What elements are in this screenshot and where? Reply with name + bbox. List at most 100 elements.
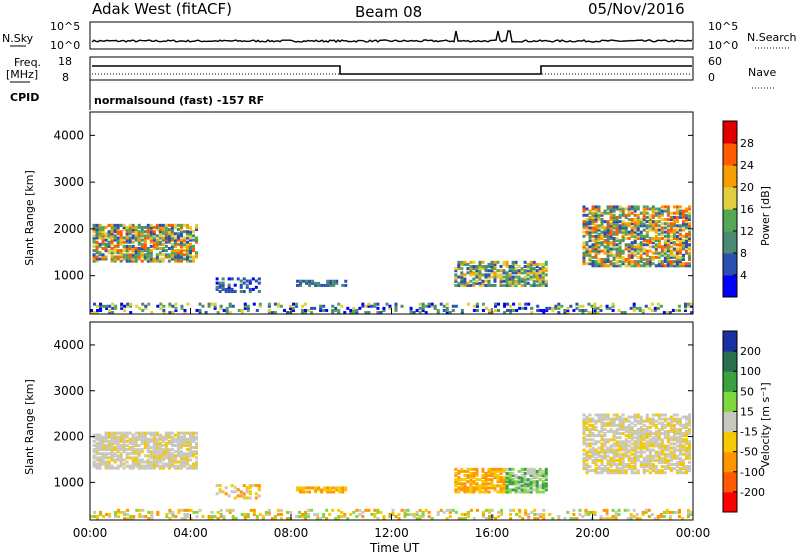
- rti-cell: [185, 251, 189, 255]
- rti-cell: [600, 413, 604, 417]
- rti-cell: [481, 265, 485, 269]
- rti-cell: [663, 257, 667, 261]
- rti-cell: [188, 249, 192, 253]
- rti-cell: [129, 515, 133, 519]
- rti-cell: [475, 304, 479, 308]
- rti-cell: [412, 512, 416, 516]
- rti-cell: [633, 249, 637, 253]
- rti-cell: [146, 255, 150, 259]
- rti-cell: [624, 228, 628, 232]
- rti-cell: [496, 273, 500, 277]
- rti-cell: [140, 448, 144, 452]
- rti-cell: [618, 444, 622, 448]
- rti-cell: [161, 228, 165, 232]
- rti-cell: [606, 467, 610, 471]
- rti-cell: [597, 471, 601, 475]
- rti-cell: [397, 512, 401, 516]
- rti-cell: [532, 269, 536, 273]
- rti-cell: [158, 240, 162, 244]
- rti-cell: [409, 512, 413, 516]
- rti-cell: [600, 456, 604, 460]
- rti-cell: [512, 508, 516, 512]
- rti-cell: [131, 251, 135, 255]
- rti-cell: [636, 471, 640, 475]
- rti-cell: [666, 224, 670, 228]
- rti-cell: [544, 476, 548, 480]
- rti-cell: [588, 454, 592, 458]
- rti-cell: [644, 510, 648, 514]
- rti-cell: [538, 269, 542, 273]
- rti-cell: [600, 450, 604, 454]
- rti-cell: [337, 311, 341, 315]
- rti-cell: [514, 269, 518, 273]
- rti-cell: [119, 240, 123, 244]
- rti-cell: [657, 438, 661, 442]
- rti-cell: [585, 463, 589, 466]
- rti-cell: [146, 234, 150, 238]
- rti-cell: [129, 302, 133, 306]
- rti-cell: [594, 234, 598, 238]
- rti-cell: [594, 434, 598, 438]
- rti-cell: [487, 269, 491, 273]
- rti-cell: [282, 308, 286, 312]
- rti-cell: [509, 517, 513, 521]
- rti-cell: [146, 223, 150, 227]
- rti-cell: [505, 476, 509, 480]
- rti-cell: [131, 443, 135, 447]
- rti-cell: [663, 255, 667, 259]
- rti-cell: [481, 510, 485, 514]
- rti-cell: [176, 437, 180, 441]
- rti-cell: [310, 311, 314, 315]
- velocity-colorbar-tick-label: 200: [740, 345, 761, 358]
- rti-cell: [170, 460, 174, 464]
- rti-cell: [230, 290, 234, 294]
- rti-cell: [544, 488, 548, 492]
- rti-cell: [182, 464, 186, 468]
- rti-cell: [526, 467, 530, 471]
- rti-cell: [210, 517, 214, 521]
- rti-cell: [624, 448, 628, 452]
- rti-cell: [618, 260, 622, 264]
- rti-cell: [104, 452, 108, 456]
- rti-cell: [678, 421, 682, 425]
- rti-cell: [195, 515, 199, 519]
- rti-cell: [215, 285, 219, 289]
- rti-cell: [551, 308, 555, 312]
- rti-cell: [155, 259, 159, 263]
- rti-cell: [302, 486, 306, 490]
- rti-cell: [460, 281, 464, 285]
- rti-cell: [140, 435, 144, 439]
- rti-cell: [505, 467, 509, 471]
- rti-cell: [603, 239, 607, 243]
- rti-cell: [657, 213, 661, 217]
- rti-cell: [618, 448, 622, 452]
- rti-cell: [678, 419, 682, 423]
- rti-cell: [678, 450, 682, 454]
- rti-cell: [188, 435, 192, 439]
- rti-cell: [188, 458, 192, 462]
- rti-cell: [344, 283, 348, 287]
- rti-cell: [192, 462, 196, 466]
- rti-cell: [487, 265, 491, 269]
- rti-cell: [192, 249, 196, 253]
- rti-cell: [248, 281, 252, 285]
- rti-cell: [689, 302, 693, 306]
- rti-cell: [508, 476, 512, 480]
- rti-cell: [257, 484, 261, 488]
- cpid-label: CPID: [10, 91, 39, 104]
- rti-cell: [529, 265, 533, 269]
- rti-cell: [110, 253, 114, 257]
- rti-cell: [597, 458, 601, 462]
- rti-cell: [621, 230, 625, 234]
- rti-cell: [152, 230, 156, 234]
- rti-cell: [101, 452, 105, 456]
- rti-cell: [651, 444, 655, 448]
- rti-cell: [684, 213, 688, 217]
- rti-cell: [681, 211, 685, 215]
- rti-cell: [672, 220, 676, 224]
- rti-cell: [621, 236, 625, 240]
- rti-cell: [591, 207, 595, 211]
- rti-cell: [527, 515, 531, 519]
- rti-cell: [469, 482, 473, 486]
- rti-cell: [122, 240, 126, 244]
